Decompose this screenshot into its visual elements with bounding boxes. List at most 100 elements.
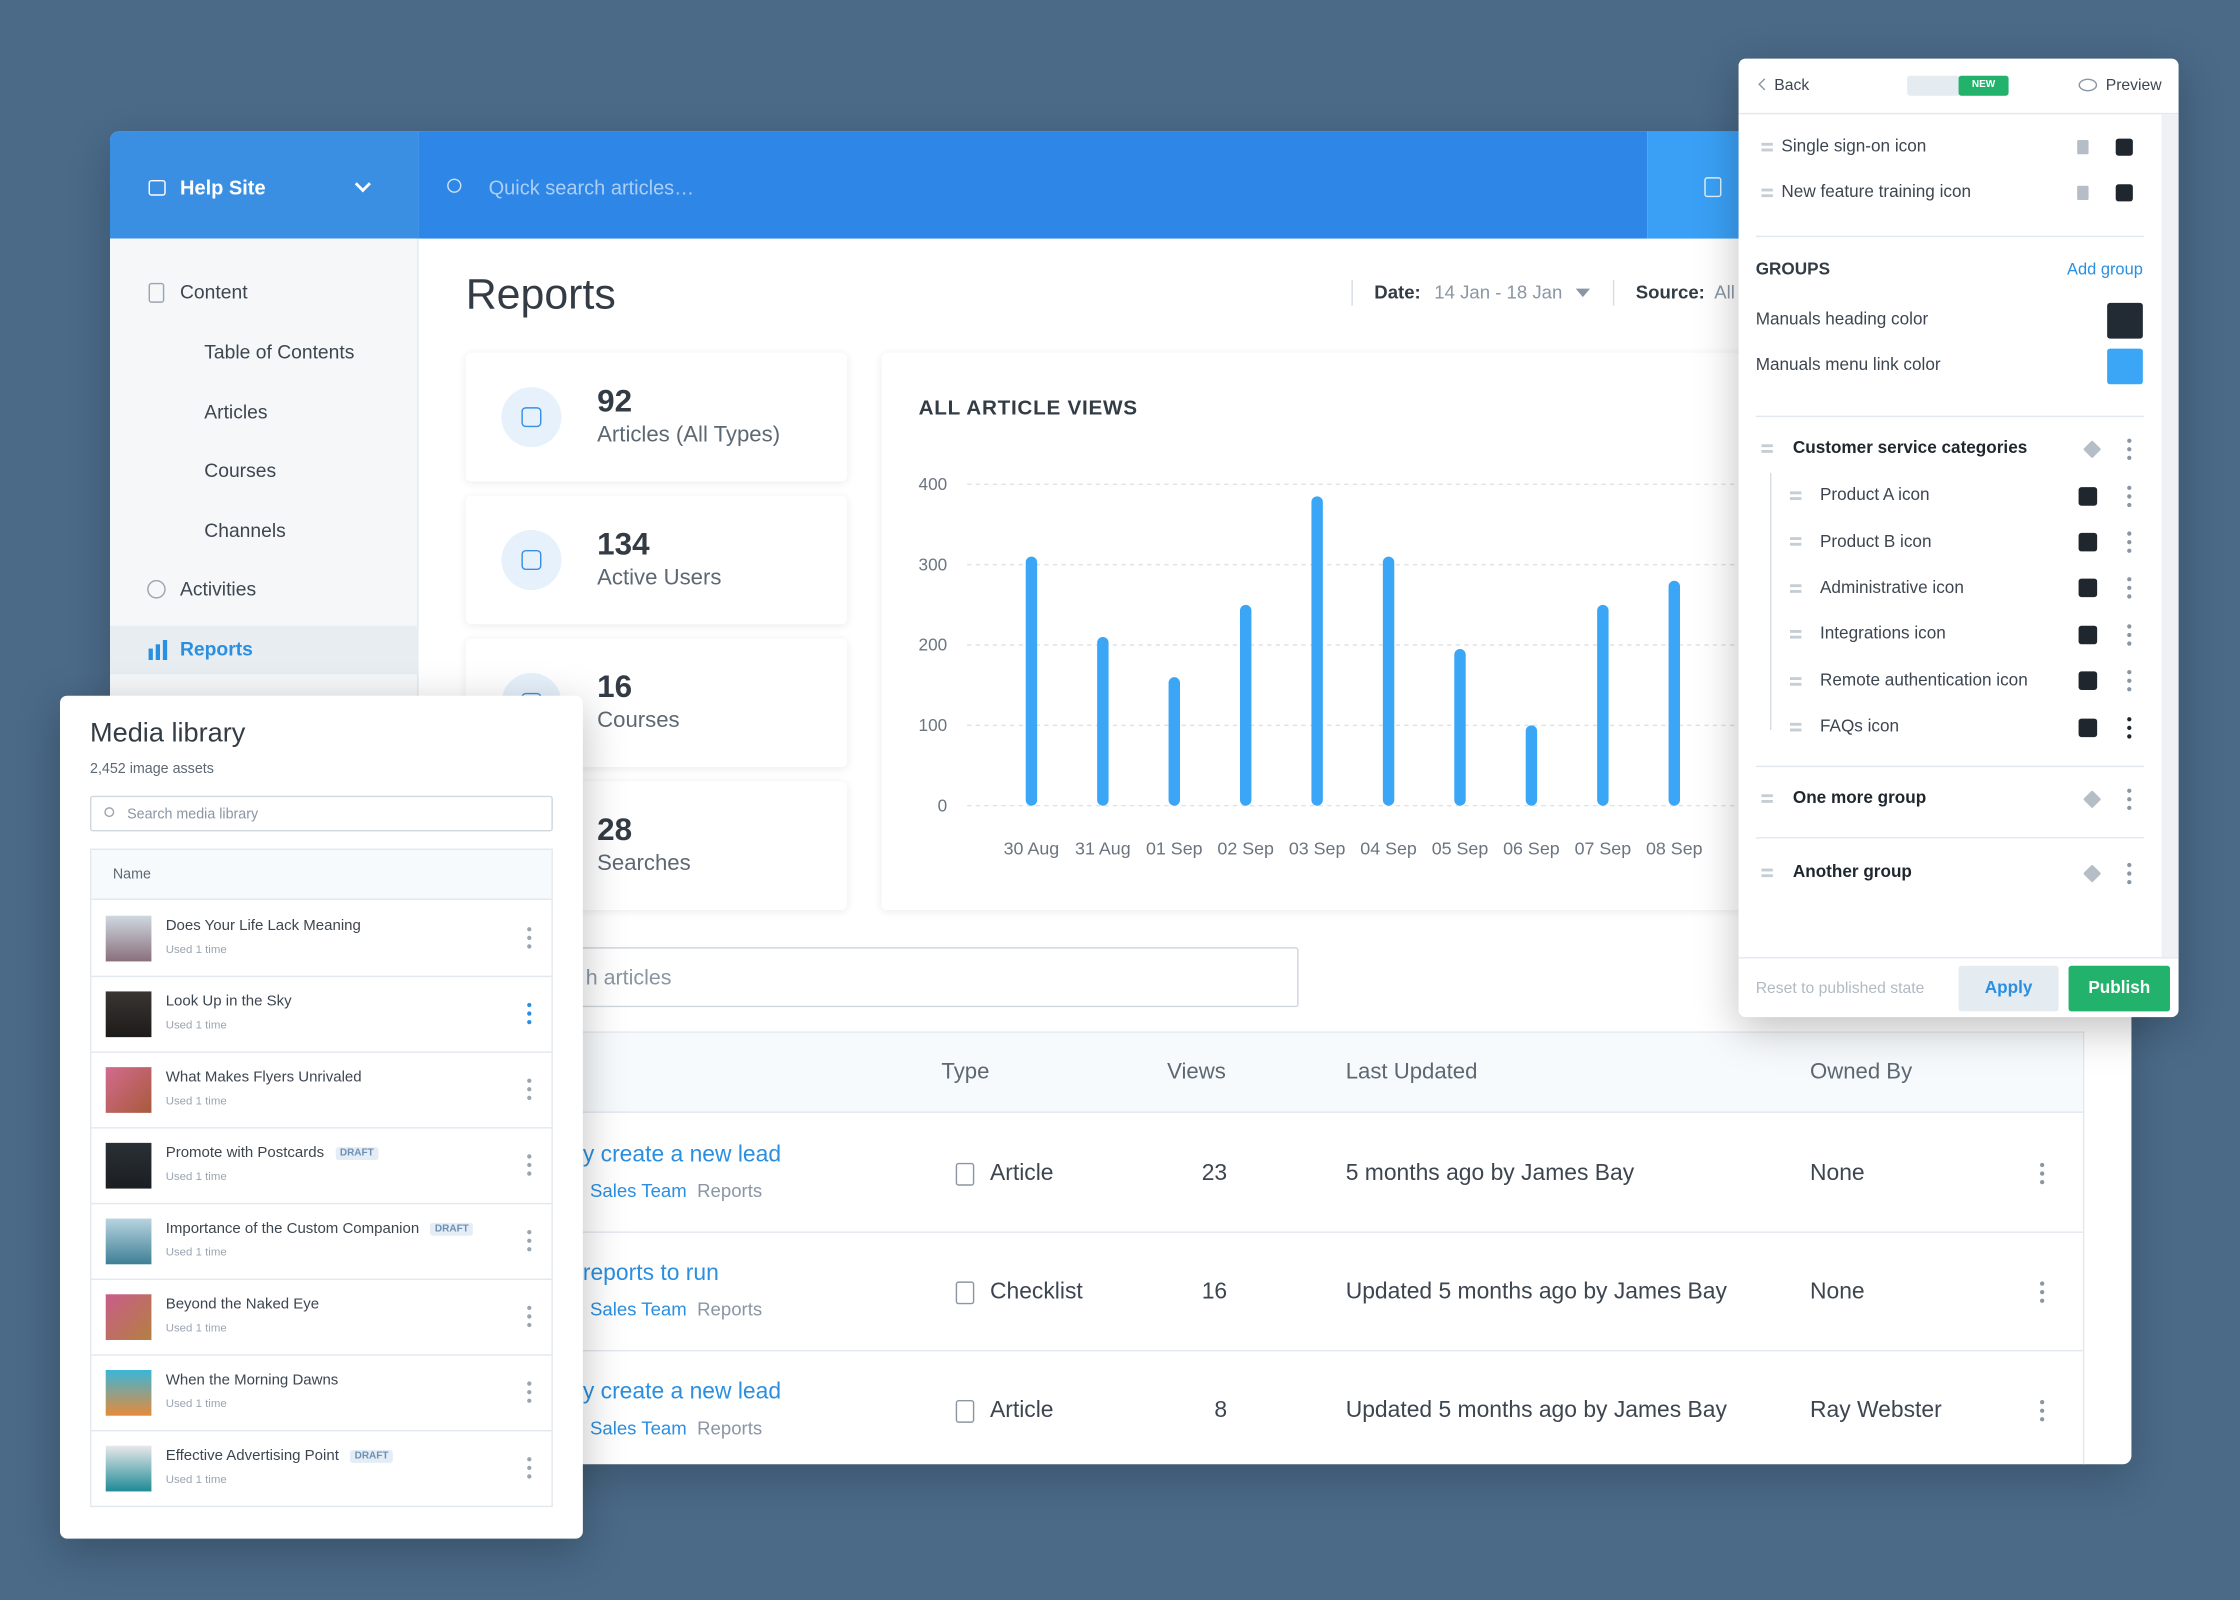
- media-table: [89, 848, 553, 1508]
- color-setting: Manuals heading color: [1755, 308, 1929, 329]
- item-usage: Used 1 time: [165, 1321, 227, 1334]
- stat-label: Courses: [597, 708, 680, 733]
- drag-handle: [1761, 188, 1773, 192]
- media-search-input[interactable]: Search media library: [127, 806, 259, 823]
- search-input[interactable]: Quick search articles…: [488, 175, 695, 199]
- bar: [1382, 556, 1395, 806]
- breadcrumb-team[interactable]: Sales Team: [589, 1179, 687, 1201]
- x-tick-label: 03 Sep: [1289, 838, 1346, 858]
- kebab-menu[interactable]: [2124, 860, 2133, 886]
- stat-value: 28: [597, 810, 633, 847]
- drag-handle: [1761, 868, 1773, 872]
- article-title[interactable]: y create a new lead: [582, 1379, 782, 1404]
- sidebar-item[interactable]: Articles: [204, 401, 268, 424]
- sidebar-item[interactable]: Channels: [204, 520, 286, 542]
- kebab-dot: [2126, 724, 2131, 730]
- filter-value[interactable]: All: [1714, 280, 1735, 303]
- kebab-menu[interactable]: [2124, 668, 2133, 694]
- kebab-menu[interactable]: [2124, 786, 2133, 812]
- item-name[interactable]: What Makes Flyers Unrivaled: [165, 1068, 362, 1086]
- item-name[interactable]: Importance of the Custom Companion: [165, 1219, 420, 1238]
- kebab-menu[interactable]: [2124, 529, 2133, 555]
- filter-value[interactable]: 14 Jan - 18 Jan: [1434, 280, 1563, 303]
- item-name[interactable]: Does Your Life Lack Meaning: [165, 917, 361, 935]
- kebab-menu[interactable]: [2124, 483, 2133, 509]
- drag-handle: [1789, 543, 1802, 547]
- kebab-dot: [526, 1464, 531, 1470]
- kebab-menu[interactable]: [524, 924, 533, 950]
- kebab-menu[interactable]: [524, 1379, 533, 1405]
- apply-label[interactable]: Apply: [1984, 977, 2033, 998]
- kebab-menu[interactable]: [524, 1000, 533, 1026]
- eye-icon: [2078, 78, 2098, 92]
- reset-link[interactable]: Reset to published state: [1755, 979, 1925, 997]
- apply-button[interactable]: [1958, 965, 2059, 1012]
- preview-link[interactable]: Preview: [2105, 76, 2162, 95]
- back-link[interactable]: Back: [1774, 76, 1810, 95]
- kebab-menu[interactable]: [2124, 622, 2133, 648]
- kebab-menu[interactable]: [524, 1303, 533, 1329]
- sidebar-item[interactable]: Table of Contents: [204, 341, 355, 364]
- article-title[interactable]: reports to run: [582, 1260, 719, 1286]
- sidebar-item[interactable]: Activities: [179, 578, 257, 601]
- publish-label[interactable]: Publish: [2088, 977, 2151, 998]
- bar-chart: ALL ARTICLE VIEWS 0 100 200 300 400 30 Aug 31 A…: [919, 396, 1739, 858]
- thumbnail: [105, 1369, 152, 1416]
- breadcrumb-team[interactable]: Sales Team: [589, 1416, 687, 1438]
- breadcrumb-section[interactable]: Reports: [697, 1416, 763, 1438]
- item-usage: Used 1 time: [165, 942, 227, 956]
- kebab-menu[interactable]: [524, 1454, 533, 1480]
- add-group-link[interactable]: Add group: [2067, 260, 2143, 278]
- kebab-menu[interactable]: [524, 1076, 533, 1102]
- kebab-dot: [2039, 1407, 2044, 1413]
- asset-count: 2,452 image assets: [89, 760, 214, 777]
- kebab-menu[interactable]: [2124, 575, 2133, 601]
- kebab-menu[interactable]: [524, 1227, 533, 1253]
- views: 16: [1201, 1279, 1228, 1304]
- breadcrumb-section[interactable]: Reports: [697, 1297, 763, 1320]
- sidebar-item[interactable]: Content: [179, 281, 248, 304]
- sidebar-item[interactable]: Courses: [204, 460, 277, 482]
- draft-badge: DRAFT: [335, 1146, 379, 1160]
- breadcrumb-team[interactable]: Sales Team: [589, 1297, 687, 1320]
- table-header: [472, 1032, 2083, 1113]
- kebab-menu[interactable]: [2124, 714, 2133, 740]
- x-tick-label: 08 Sep: [1646, 838, 1703, 858]
- kebab-menu[interactable]: [2037, 1160, 2046, 1186]
- item-name[interactable]: Look Up in the Sky: [165, 992, 292, 1010]
- site-name[interactable]: Help Site: [179, 175, 266, 199]
- breadcrumb-section[interactable]: Reports: [697, 1179, 763, 1201]
- item-name[interactable]: Beyond the Naked Eye: [165, 1295, 320, 1313]
- publish-button[interactable]: [2068, 965, 2170, 1012]
- draft-badge: DRAFT: [430, 1222, 474, 1235]
- y-tick-label: 300: [919, 554, 948, 574]
- item-name[interactable]: Effective Advertising Point: [165, 1447, 339, 1465]
- kebab-menu[interactable]: [2037, 1397, 2046, 1423]
- page-title: Reports: [465, 270, 616, 318]
- kebab-dot: [526, 1456, 531, 1461]
- kebab-menu[interactable]: [2124, 436, 2133, 462]
- kebab-dot: [526, 1094, 531, 1100]
- article-title[interactable]: y create a new lead: [582, 1142, 782, 1167]
- kebab-dot: [526, 1237, 531, 1243]
- views: 8: [1214, 1397, 1228, 1423]
- kebab-dot: [526, 1322, 531, 1327]
- sidebar-item[interactable]: Reports: [179, 638, 253, 661]
- table-search-input[interactable]: h articles: [585, 966, 672, 991]
- thumbnail: [105, 1067, 152, 1113]
- item-usage: Used 1 time: [165, 1472, 227, 1486]
- kebab-dot: [2126, 454, 2131, 460]
- kebab-dot: [2126, 484, 2131, 490]
- column-header: Owned By: [1809, 1059, 1913, 1085]
- kebab-menu[interactable]: [524, 1151, 533, 1177]
- media-search-icon: [104, 807, 115, 818]
- group-item: Administrative icon: [1819, 577, 1964, 598]
- x-tick-label: 04 Sep: [1360, 838, 1417, 858]
- item-name[interactable]: When the Morning Dawns: [165, 1371, 339, 1389]
- stat-value: 92: [597, 382, 633, 419]
- color-swatch[interactable]: [2107, 347, 2143, 384]
- color-swatch[interactable]: [2107, 302, 2143, 338]
- media-search-box[interactable]: [89, 795, 553, 832]
- kebab-menu[interactable]: [2037, 1279, 2046, 1305]
- item-name[interactable]: Promote with Postcards: [165, 1144, 325, 1162]
